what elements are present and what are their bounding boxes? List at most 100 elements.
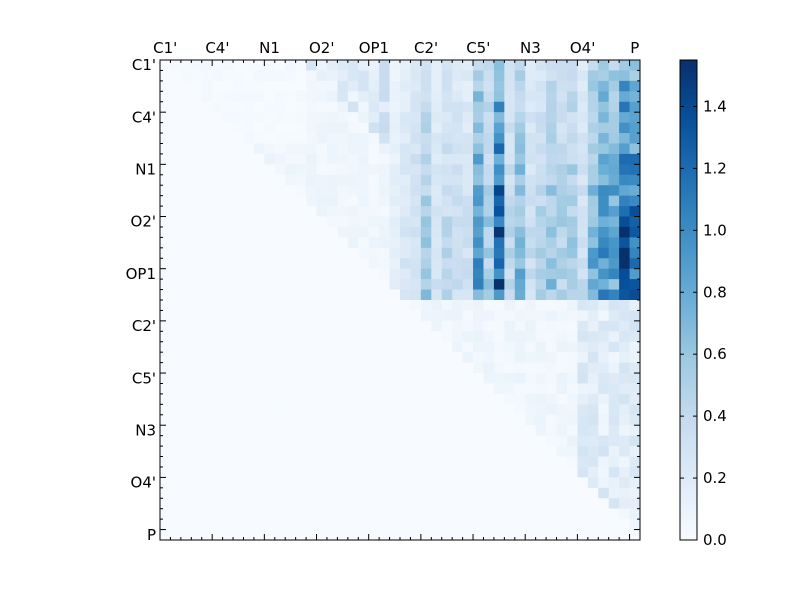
heatmap-cell (306, 300, 317, 311)
heatmap-cell (587, 487, 599, 499)
heatmap-cell (535, 300, 547, 311)
heatmap-cell (180, 373, 192, 384)
heatmap-cell (535, 112, 547, 123)
heatmap-cell (400, 279, 411, 290)
heatmap-cell (493, 226, 505, 238)
heatmap-cell (337, 362, 349, 374)
heatmap-cell (306, 310, 317, 322)
heatmap-cell (358, 112, 370, 123)
heatmap-cell (556, 133, 568, 144)
heatmap-cell (316, 477, 328, 489)
heatmap-cell (598, 279, 610, 290)
heatmap-cell (504, 508, 516, 520)
heatmap-cell (191, 195, 203, 207)
heatmap-cell (483, 425, 495, 437)
heatmap-cell (410, 185, 422, 197)
heatmap-cell (587, 498, 599, 510)
heatmap-cell (191, 362, 203, 374)
heatmap-cell (326, 216, 338, 228)
heatmap-cell (253, 112, 265, 123)
heatmap-cell (212, 487, 223, 499)
heatmap-cell (379, 258, 390, 270)
heatmap-cell (619, 300, 630, 311)
heatmap-cell (212, 122, 223, 134)
heatmap-cell (462, 153, 474, 165)
heatmap-cell (379, 226, 390, 238)
heatmap-cell (222, 393, 234, 405)
heatmap-cell (212, 153, 223, 165)
heatmap-cell (160, 153, 171, 165)
heatmap-cell (598, 237, 610, 249)
heatmap-cell (316, 373, 328, 384)
heatmap-cell (368, 446, 380, 457)
heatmap-cell (337, 341, 349, 353)
heatmap-cell (504, 247, 516, 259)
heatmap-cell (473, 206, 484, 217)
heatmap-cell (326, 519, 338, 530)
heatmap-cell (400, 70, 411, 82)
heatmap-cell (629, 383, 641, 395)
heatmap-cell (608, 164, 620, 176)
heatmap-cell (222, 487, 234, 499)
heatmap-cell (306, 143, 317, 155)
heatmap-cell (358, 91, 370, 103)
heatmap-cell (598, 373, 610, 384)
heatmap-cell (306, 237, 317, 249)
heatmap-cell (400, 153, 411, 165)
heatmap-cell (473, 237, 484, 249)
heatmap-cell (483, 456, 495, 468)
heatmap-cell (201, 331, 213, 343)
heatmap-cell (525, 456, 537, 468)
heatmap-cell (452, 310, 463, 322)
heatmap-cell (243, 143, 255, 155)
heatmap-cell (525, 331, 537, 343)
heatmap-cell (452, 414, 463, 426)
heatmap-cell (389, 289, 401, 301)
heatmap-cell (473, 143, 484, 155)
heatmap-cell (160, 529, 171, 541)
heatmap-cell (389, 435, 401, 447)
heatmap-cell (577, 425, 589, 437)
heatmap-cell (191, 91, 203, 103)
heatmap-cell (368, 352, 380, 363)
heatmap-cell (180, 435, 192, 447)
heatmap-cell (222, 341, 234, 353)
heatmap-cell (212, 80, 223, 92)
heatmap-cell (160, 435, 171, 447)
heatmap-cell (337, 446, 349, 457)
heatmap-cell (389, 279, 401, 290)
heatmap-cell (347, 331, 359, 343)
heatmap-cell (243, 519, 255, 530)
heatmap-cell (170, 331, 182, 343)
heatmap-cell (264, 393, 276, 405)
heatmap-cell (222, 279, 234, 290)
heatmap-cell (566, 435, 578, 447)
heatmap-cell (493, 133, 505, 144)
heatmap-cell (347, 268, 359, 280)
heatmap-cell (389, 216, 401, 228)
heatmap-cell (577, 404, 589, 416)
heatmap-cell (577, 383, 589, 395)
heatmap-cell (546, 153, 557, 165)
heatmap-cell (337, 91, 349, 103)
heatmap-cell (535, 206, 547, 217)
heatmap-cell (222, 174, 234, 186)
heatmap-cell (306, 519, 317, 530)
heatmap-cell (556, 122, 568, 134)
heatmap-cell (264, 310, 276, 322)
heatmap-cell (368, 226, 380, 238)
heatmap-cell (462, 226, 474, 238)
heatmap-cell (233, 362, 244, 374)
heatmap-cell (326, 529, 338, 541)
heatmap-cell (504, 237, 516, 249)
heatmap-cell (514, 487, 526, 499)
heatmap-cell (587, 341, 599, 353)
heatmap-cell (180, 414, 192, 426)
heatmap-cell (306, 226, 317, 238)
heatmap-cell (222, 91, 234, 103)
heatmap-cell (608, 289, 620, 301)
heatmap-cell (546, 268, 557, 280)
heatmap-cell (243, 498, 255, 510)
heatmap-cell (316, 404, 328, 416)
heatmap-cell (608, 414, 620, 426)
